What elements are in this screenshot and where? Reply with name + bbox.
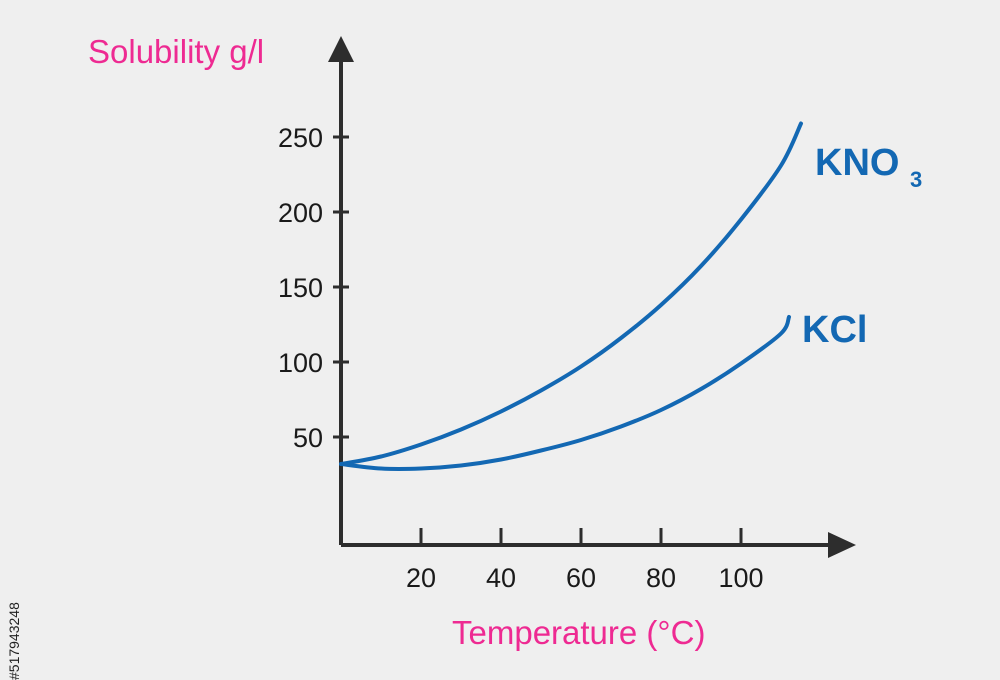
y-tick-label: 100 <box>278 348 323 378</box>
x-tick-label: 60 <box>566 563 596 593</box>
series-label-kno3-subscript: 3 <box>910 167 922 192</box>
series-line-kcl <box>339 315 791 471</box>
x-tick-label: 100 <box>718 563 763 593</box>
series-line-kno3 <box>339 121 803 466</box>
x-tick-label: 40 <box>486 563 516 593</box>
y-tick-label: 250 <box>278 123 323 153</box>
x-ticks: 20 40 60 80 100 <box>406 528 764 593</box>
x-tick-label: 80 <box>646 563 676 593</box>
series-label-kno3: KNO 3 <box>815 142 922 192</box>
y-ticks: 50 100 150 200 250 <box>278 123 349 453</box>
series-lines <box>339 121 803 471</box>
y-tick-label: 150 <box>278 273 323 303</box>
y-axis-arrow <box>328 36 354 62</box>
y-tick-label: 50 <box>293 423 323 453</box>
series-label-kcl: KCl <box>802 309 867 351</box>
x-axis-title: Temperature (°C) <box>452 614 705 651</box>
series-label-kno3-main: KNO <box>815 142 899 184</box>
x-axis-arrow <box>828 532 856 558</box>
axes <box>328 36 856 558</box>
watermark-id: #517943248 <box>6 602 22 680</box>
x-tick-label: 20 <box>406 563 436 593</box>
y-axis-title: Solubility g/l <box>88 33 264 70</box>
y-tick-label: 200 <box>278 198 323 228</box>
